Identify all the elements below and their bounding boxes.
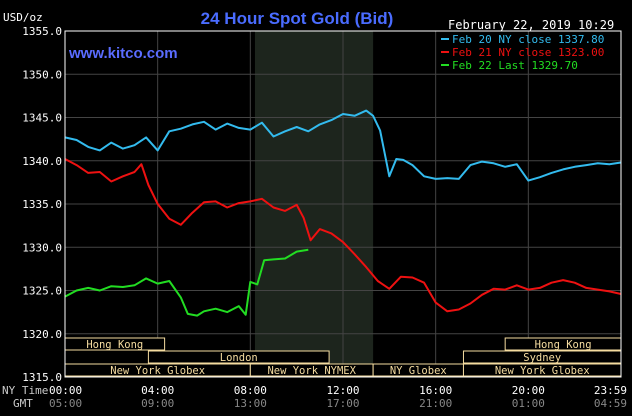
y-tick-label: 1335.0 bbox=[22, 198, 62, 211]
ny-time-label: NY Time bbox=[2, 384, 48, 397]
gmt-label: GMT bbox=[13, 397, 33, 410]
y-tick-label: 1330.0 bbox=[22, 241, 62, 254]
session-label: New York Globex bbox=[495, 365, 590, 377]
session-label: New York Globex bbox=[110, 365, 205, 377]
y-tick-label: 1340.0 bbox=[22, 155, 62, 168]
x-tick-label-ny: 00:00 bbox=[49, 384, 82, 397]
date-label: February 22, 2019 10:29 bbox=[448, 18, 614, 32]
x-tick-label-gmt: 04:59 bbox=[594, 397, 627, 410]
x-tick-label-ny: 20:00 bbox=[512, 384, 545, 397]
y-tick-label: 1325.0 bbox=[22, 285, 62, 298]
session-label: Hong Kong bbox=[86, 339, 143, 351]
legend-entry: Feb 22 Last 1329.70 bbox=[452, 59, 578, 72]
legend-entry: Feb 20 NY close 1337.80 bbox=[452, 33, 604, 46]
x-tick-label-gmt: 01:00 bbox=[512, 397, 545, 410]
series-line bbox=[64, 158, 622, 313]
plot-frame bbox=[64, 30, 622, 378]
y-tick-label: 1345.0 bbox=[22, 112, 62, 125]
session-label: London bbox=[220, 352, 258, 364]
session-label: Sydney bbox=[523, 352, 561, 364]
x-tick-label-ny: 23:59 bbox=[594, 384, 627, 397]
x-tick-label-gmt: 09:00 bbox=[141, 397, 174, 410]
session-label: New York NYMEX bbox=[267, 365, 356, 377]
legend-entry: Feb 21 NY close 1323.00 bbox=[452, 46, 604, 59]
session-label: Hong Kong bbox=[535, 339, 592, 351]
y-axis-ticks: 1315.0 1320.0 1325.0 1330.0 1335.0 1340.0 1345… bbox=[22, 25, 62, 384]
x-tick-label-gmt: 13:00 bbox=[234, 397, 267, 410]
series-line bbox=[64, 109, 622, 182]
y-tick-label: 1350.0 bbox=[22, 68, 62, 81]
x-tick-label-gmt: 05:00 bbox=[49, 397, 82, 410]
unit-label: USD/oz bbox=[3, 11, 43, 24]
x-tick-label-ny: 04:00 bbox=[141, 384, 174, 397]
y-tick-label: 1355.0 bbox=[22, 25, 62, 38]
y-tick-label: 1315.0 bbox=[22, 371, 62, 384]
x-tick-label-ny: 08:00 bbox=[234, 384, 267, 397]
watermark: www.kitco.com bbox=[68, 45, 178, 62]
session-label: NY Globex bbox=[390, 365, 447, 377]
chart-title: 24 Hour Spot Gold (Bid) bbox=[201, 9, 394, 28]
session-box bbox=[147, 350, 330, 364]
x-tick-label-ny: 16:00 bbox=[419, 384, 452, 397]
y-tick-label: 1320.0 bbox=[22, 328, 62, 341]
x-tick-label-ny: 12:00 bbox=[326, 384, 359, 397]
x-tick-label-gmt: 21:00 bbox=[419, 397, 452, 410]
x-tick-label-gmt: 17:00 bbox=[326, 397, 359, 410]
series-line bbox=[64, 248, 309, 317]
series-lines bbox=[64, 109, 622, 317]
